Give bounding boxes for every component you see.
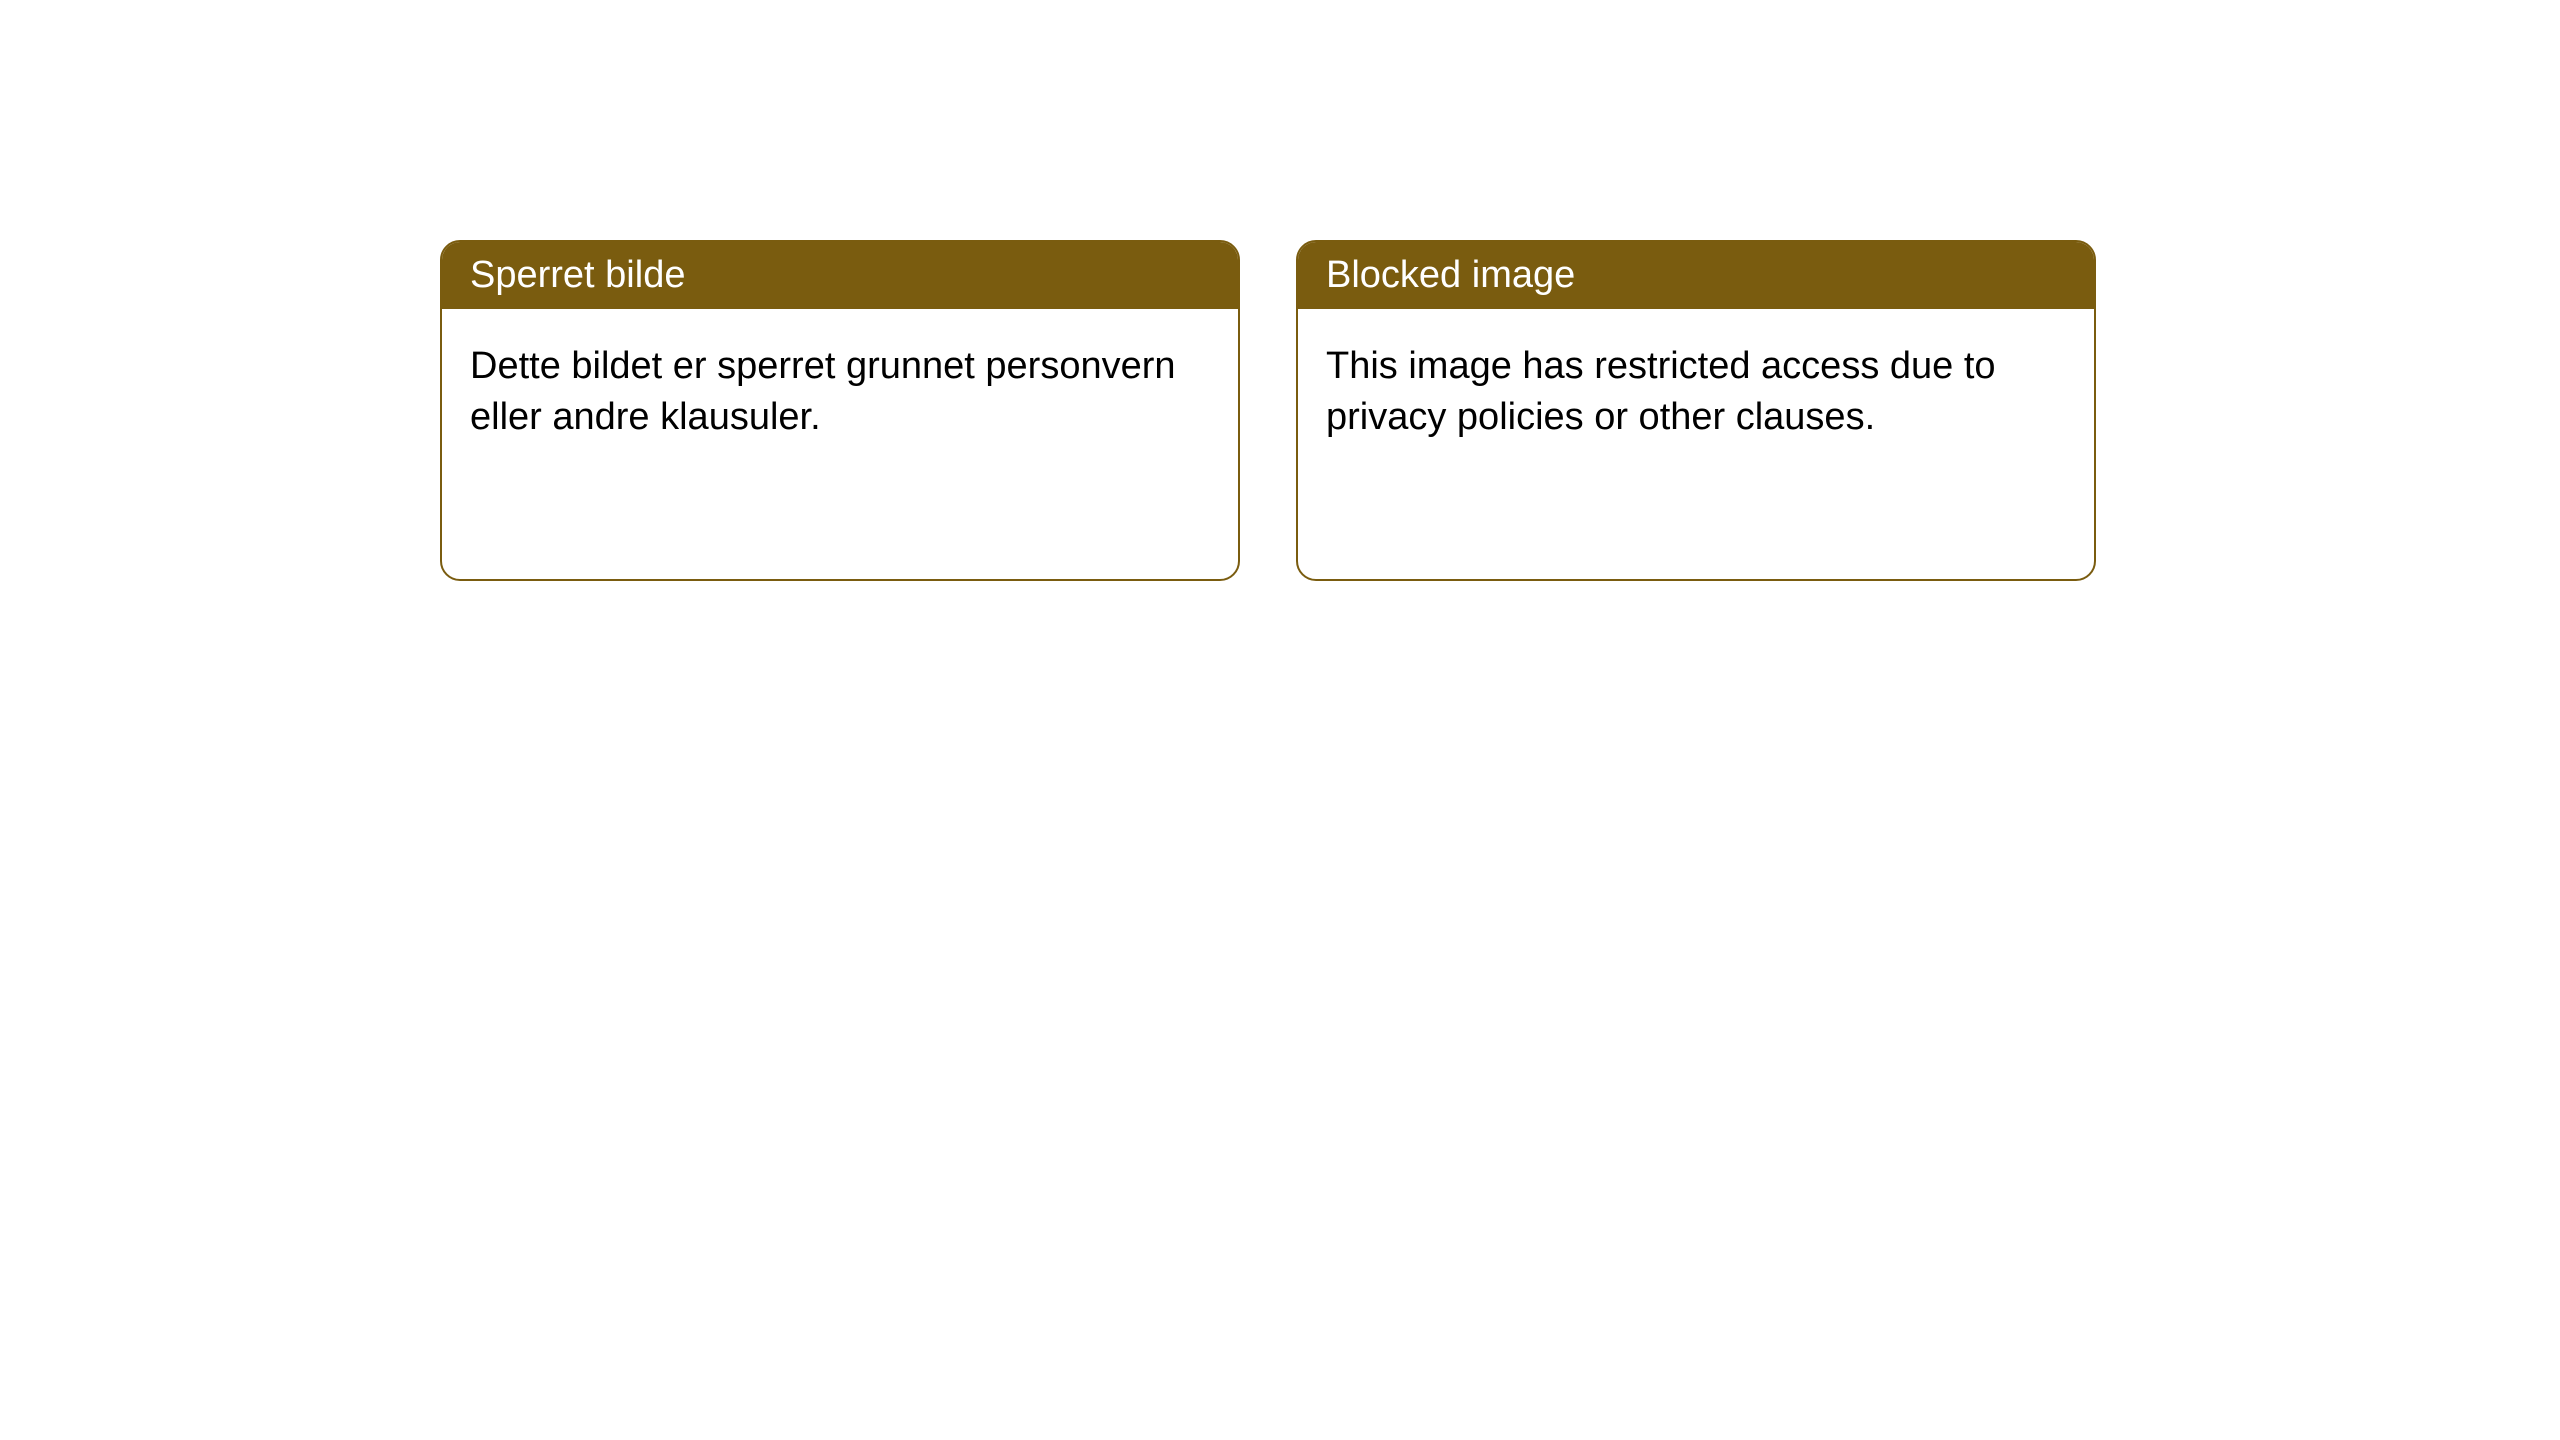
notice-title: Blocked image [1326, 254, 1575, 296]
notice-text: Dette bildet er sperret grunnet personve… [470, 341, 1210, 444]
notice-container: Sperret bilde Dette bildet er sperret gr… [0, 0, 2560, 581]
notice-body: This image has restricted access due to … [1298, 309, 2094, 579]
notice-header: Blocked image [1298, 242, 2094, 309]
notice-title: Sperret bilde [470, 254, 685, 296]
notice-card-norwegian: Sperret bilde Dette bildet er sperret gr… [440, 240, 1240, 581]
notice-body: Dette bildet er sperret grunnet personve… [442, 309, 1238, 579]
notice-header: Sperret bilde [442, 242, 1238, 309]
notice-card-english: Blocked image This image has restricted … [1296, 240, 2096, 581]
notice-text: This image has restricted access due to … [1326, 341, 2066, 444]
